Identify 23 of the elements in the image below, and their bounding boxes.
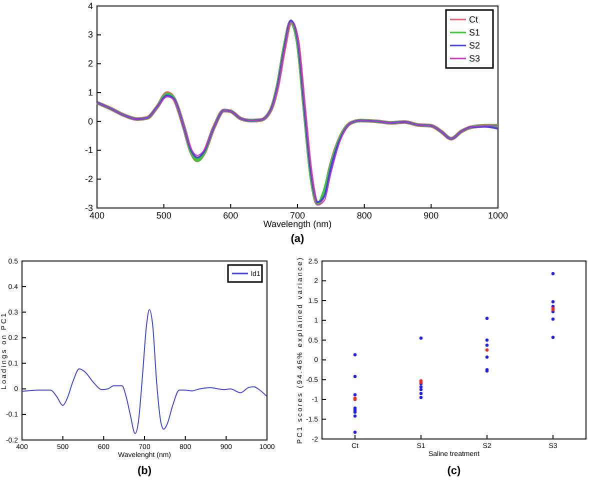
text: (c) bbox=[447, 465, 462, 477]
x-axis-title: Wavelength (nm) bbox=[263, 219, 332, 229]
y-tick-label: 0 bbox=[88, 116, 93, 126]
text: (b) bbox=[137, 465, 152, 477]
text: (a) bbox=[290, 233, 305, 245]
x-tick-label: 1000 bbox=[488, 210, 508, 220]
x-tick-label: 800 bbox=[356, 210, 372, 220]
y-tick-label: -2 bbox=[84, 174, 93, 184]
x-tick-label: 600 bbox=[223, 210, 238, 220]
legend-label: S3 bbox=[469, 54, 480, 64]
x-tick-label: 400 bbox=[89, 210, 105, 220]
y-tick-label: -1 bbox=[84, 145, 93, 156]
y-tick-label: 3 bbox=[88, 30, 93, 40]
legend-label: S1 bbox=[469, 28, 480, 38]
x-tick-label: 900 bbox=[424, 210, 439, 220]
y-tick-label: -3 bbox=[84, 202, 93, 213]
y-tick-label: 2 bbox=[88, 58, 93, 69]
x-tick-label: 500 bbox=[156, 210, 172, 220]
y-tick-label: 4 bbox=[88, 0, 93, 11]
legend-label: Ct bbox=[469, 14, 478, 25]
legend-label: S2 bbox=[469, 40, 480, 51]
x-tick-label: 700 bbox=[290, 210, 306, 220]
y-tick-label: 1 bbox=[88, 87, 93, 98]
